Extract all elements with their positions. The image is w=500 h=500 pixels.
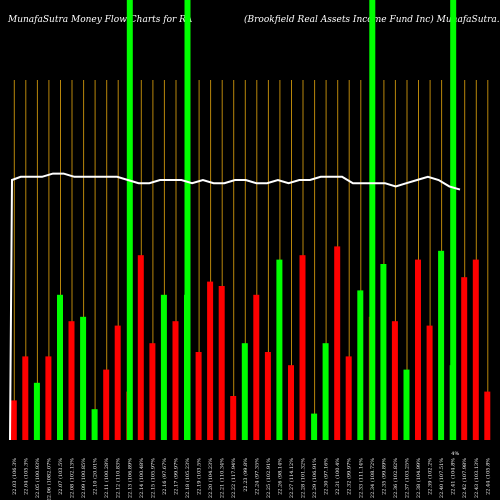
x-tick-label: 22.29 (106.91% — [311, 458, 318, 498]
x-tick-label: 22.17 (99.97% — [173, 458, 180, 495]
price-line-layer — [9, 172, 461, 441]
bar — [137, 255, 144, 440]
x-tick-label: 22.27 (114.12% — [288, 458, 295, 498]
bar — [380, 264, 387, 440]
x-tick-label: 22.26 (98.14% — [276, 458, 283, 495]
bar — [403, 369, 410, 440]
bar — [241, 343, 248, 440]
x-tick-label: 22.18 (105.23% — [184, 458, 191, 498]
x-tick-label: 22.40 (107.51% — [438, 458, 445, 498]
bar — [45, 356, 52, 440]
x-tick-label: 22.43 (103.13% — [473, 458, 480, 498]
x-tick-label: 22.32 (99.97% — [346, 458, 353, 495]
x-tick-label: 22.13 (106.89% — [126, 458, 133, 498]
bar — [33, 382, 40, 440]
highlight-column — [126, 0, 133, 440]
x-tick-label: 22.35 (99.89% — [380, 458, 387, 495]
x-tick-label: 22.05 (100.93% — [34, 458, 41, 498]
bar — [57, 294, 63, 440]
bar — [22, 356, 29, 440]
x-tick-label: 22.15 (105.97% — [149, 458, 156, 498]
bar — [299, 255, 306, 440]
highlight-column — [450, 0, 457, 440]
bar — [253, 294, 260, 440]
bar — [172, 321, 179, 440]
x-tick-label: 22.24 (97.35% — [253, 458, 260, 495]
x-tick-label: 22.36 (102.82% — [392, 458, 399, 498]
bar — [264, 352, 271, 440]
x-tick-label: 22.44 (105.8% — [484, 458, 491, 495]
x-tick-label: 22.38 (104.99% — [415, 458, 422, 498]
highlight-column — [369, 0, 376, 440]
x-tick-label: 22.28 (101.32% — [300, 458, 307, 498]
highlight-column — [184, 0, 191, 440]
x-tick-label: 22.19 (103.5% — [196, 458, 203, 495]
x-tick-label: 22.08 (102.13% — [69, 458, 76, 498]
bar — [334, 246, 341, 440]
bar — [10, 400, 17, 440]
bar — [357, 290, 364, 440]
bar — [276, 259, 283, 440]
x-tick-label: 22.06 (1082.07% — [45, 458, 52, 500]
x-tick-label: 22.14 (100.48% — [138, 458, 145, 498]
bar — [288, 365, 294, 440]
x-tick-label: 22.09 (100.85% — [80, 458, 87, 498]
bar — [230, 396, 237, 440]
bar — [345, 356, 352, 440]
bar — [160, 294, 167, 440]
x-tick-label: 22.04 (105.3% — [22, 458, 29, 495]
bar — [207, 281, 214, 440]
x-tick-label: 22.03 (106.3% — [11, 458, 18, 495]
x-tick-label: 22.31 (100.4% — [334, 458, 341, 495]
x-tick-label: 22.20 (104.23% — [207, 458, 214, 498]
bar — [311, 413, 318, 440]
bar — [149, 343, 156, 440]
x-tick-label: 22.16 (97.67% — [161, 458, 168, 495]
bar — [322, 343, 329, 440]
chart-header-left: MunafaSutra Money Flow Charts for RA — [7, 15, 193, 25]
x-tick-label-last: 4% — [451, 451, 459, 457]
bar — [415, 259, 421, 440]
highlight-columns — [126, 0, 457, 440]
bar — [114, 325, 121, 440]
bar — [195, 352, 202, 440]
x-tick-labels: 22.03 (106.3% 22.04 (105.3% 22.05 (100.93%… — [11, 451, 491, 500]
bar — [218, 286, 225, 440]
x-tick-label: 22.21 (110.34% — [219, 458, 226, 498]
x-tick-label: 22.11 (100.28% — [103, 458, 110, 498]
x-tick-label: 22.12 (110.83% — [115, 458, 122, 498]
bar — [91, 409, 98, 440]
bar — [391, 321, 398, 440]
x-tick-label: 22.25 (102.91% — [265, 458, 272, 498]
bar — [80, 316, 87, 440]
x-tick-label: 22.30 (97.16% — [323, 458, 330, 495]
bar — [103, 369, 110, 440]
bar — [426, 325, 433, 440]
bar — [438, 250, 445, 440]
x-tick-label: 22.42 (107.98% — [461, 458, 468, 498]
bar — [484, 391, 491, 440]
price-line — [9, 172, 461, 441]
x-tick-label: 22.33 (111.14% — [357, 458, 364, 498]
bar — [461, 277, 468, 440]
bar — [472, 259, 479, 440]
x-tick-label: 22.39 (102.2% — [427, 458, 434, 495]
x-tick-label: 22.34 (108.72% — [369, 458, 376, 498]
x-tick-label: 22.37 (103.25% — [404, 458, 411, 498]
x-tick-label: 22.41 (104.8% — [450, 458, 457, 495]
x-tick-label: 22.23 (99.8% — [242, 458, 249, 492]
x-tick-label: 22.22 (117.94% — [230, 458, 237, 498]
x-tick-label: 22.10 (20.01% — [92, 458, 99, 495]
bar — [68, 321, 75, 440]
x-tick-label: 22.07 (103.5% — [57, 458, 64, 495]
